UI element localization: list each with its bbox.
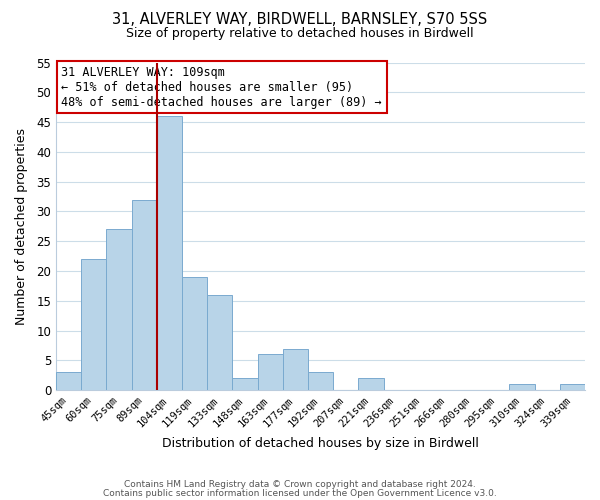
Bar	[182, 277, 207, 390]
Bar	[106, 230, 131, 390]
Text: Contains HM Land Registry data © Crown copyright and database right 2024.: Contains HM Land Registry data © Crown c…	[124, 480, 476, 489]
Bar	[207, 295, 232, 390]
Text: Contains public sector information licensed under the Open Government Licence v3: Contains public sector information licen…	[103, 488, 497, 498]
Bar	[560, 384, 585, 390]
Bar	[257, 354, 283, 390]
X-axis label: Distribution of detached houses by size in Birdwell: Distribution of detached houses by size …	[162, 437, 479, 450]
Bar	[81, 259, 106, 390]
Bar	[509, 384, 535, 390]
Text: 31 ALVERLEY WAY: 109sqm
← 51% of detached houses are smaller (95)
48% of semi-de: 31 ALVERLEY WAY: 109sqm ← 51% of detache…	[61, 66, 382, 109]
Bar	[157, 116, 182, 390]
Y-axis label: Number of detached properties: Number of detached properties	[15, 128, 28, 325]
Bar	[308, 372, 333, 390]
Bar	[131, 200, 157, 390]
Text: 31, ALVERLEY WAY, BIRDWELL, BARNSLEY, S70 5SS: 31, ALVERLEY WAY, BIRDWELL, BARNSLEY, S7…	[112, 12, 488, 28]
Bar	[232, 378, 257, 390]
Text: Size of property relative to detached houses in Birdwell: Size of property relative to detached ho…	[126, 28, 474, 40]
Bar	[283, 348, 308, 390]
Bar	[358, 378, 383, 390]
Bar	[56, 372, 81, 390]
